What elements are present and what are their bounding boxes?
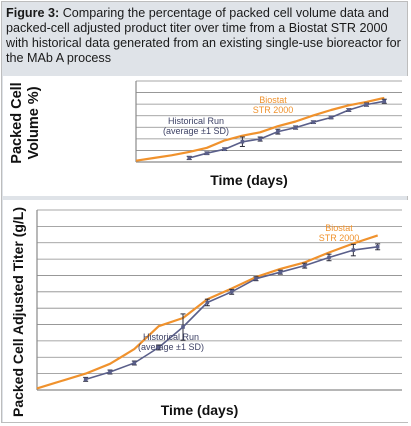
data-point bbox=[302, 263, 307, 268]
biostat-annotation: STR 2000 bbox=[253, 105, 294, 115]
data-point bbox=[375, 245, 380, 249]
y-axis-label: Packed Cell bbox=[9, 82, 25, 163]
data-point bbox=[254, 276, 258, 281]
data-point bbox=[205, 300, 210, 305]
data-point bbox=[229, 290, 234, 294]
x-axis-label: Time (days) bbox=[161, 402, 239, 418]
biostat-annotation: Biostat bbox=[259, 95, 287, 105]
data-point bbox=[278, 270, 283, 274]
caption-text: Comparing the percentage of packed cell … bbox=[6, 6, 401, 65]
data-point bbox=[222, 147, 227, 151]
historical-annotation: Historical Run bbox=[168, 116, 224, 126]
historical-series-line bbox=[85, 246, 378, 381]
data-point bbox=[83, 377, 88, 382]
titer-chart-panel: Biostat STR 2000 Historical Run (average ±1… bbox=[3, 200, 408, 422]
data-point bbox=[347, 108, 351, 112]
pcv-chart-panel: Biostat STR 2000 Historical Run (average ±1… bbox=[3, 76, 408, 196]
data-point bbox=[364, 102, 369, 107]
data-point bbox=[181, 325, 185, 329]
biostat-series-line bbox=[135, 96, 385, 162]
historical-annotation: (average ±1 SD) bbox=[138, 342, 204, 352]
data-point bbox=[205, 151, 209, 156]
biostat-annotation: STR 2000 bbox=[319, 233, 360, 243]
data-point bbox=[382, 99, 387, 104]
figure-caption: Figure 3: Comparing the percentage of pa… bbox=[6, 6, 406, 66]
historical-series-line bbox=[188, 100, 385, 159]
data-point bbox=[351, 248, 356, 252]
y-axis-label: Volume %) bbox=[26, 86, 42, 159]
data-point bbox=[156, 345, 161, 350]
data-point bbox=[276, 129, 280, 134]
data-point bbox=[311, 120, 316, 124]
y-axis-label: Packed Cell Adjusted Titer (g/L) bbox=[10, 207, 26, 417]
data-point bbox=[132, 361, 137, 365]
data-point bbox=[258, 137, 262, 141]
data-point bbox=[187, 156, 191, 160]
data-point bbox=[240, 139, 245, 144]
x-axis-label: Time (days) bbox=[210, 172, 288, 188]
data-point bbox=[329, 115, 333, 120]
data-point bbox=[293, 125, 298, 130]
biostat-annotation: Biostat bbox=[325, 223, 353, 233]
data-point bbox=[108, 370, 112, 374]
historical-annotation: (average ±1 SD) bbox=[163, 126, 229, 136]
figure-label: Figure 3: bbox=[6, 6, 60, 20]
data-point bbox=[327, 255, 331, 260]
historical-annotation: Historical Run bbox=[143, 332, 199, 342]
